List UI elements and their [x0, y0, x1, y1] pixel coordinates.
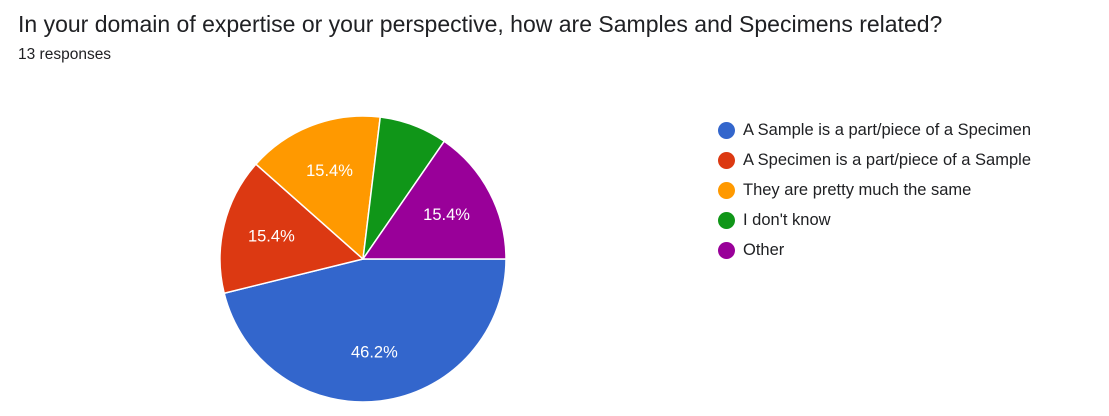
pie-slice-other[interactable] [362, 140, 507, 260]
legend-swatch-icon [718, 181, 735, 199]
data-label-other: 15.4% [423, 206, 470, 224]
legend-item-a-sample-is-a-part-piece-of-a-specimen[interactable]: A Sample is a part/piece of a Specimen [718, 115, 1031, 145]
chart-legend: A Sample is a part/piece of a Specimen A … [718, 115, 1031, 265]
legend-item-i-don-t-know[interactable]: I don't know [718, 205, 1031, 235]
pie-slice-they-are-pretty-much-the-same[interactable] [255, 115, 381, 260]
legend-label: They are pretty much the same [743, 180, 972, 199]
legend-item-other[interactable]: Other [718, 235, 1031, 265]
pie-slices [219, 115, 507, 403]
question-title: In your domain of expertise or your pers… [18, 11, 943, 37]
response-count: 13 responses [18, 46, 112, 63]
legend-label: I don't know [743, 210, 831, 229]
data-label-a-specimen-is-a-part-piece-of-a-sample: 15.4% [248, 227, 295, 245]
legend-label: A Sample is a part/piece of a Specimen [743, 120, 1031, 139]
data-label-they-are-pretty-much-the-same: 15.4% [306, 162, 353, 180]
data-label-a-sample-is-a-part-piece-of-a-specimen: 46.2% [351, 344, 398, 362]
pie-slice-a-specimen-is-a-part-piece-of-a-sample[interactable] [219, 163, 364, 294]
legend-item-they-are-pretty-much-the-same[interactable]: They are pretty much the same [718, 175, 1031, 205]
legend-swatch-icon [718, 241, 735, 259]
legend-label: A Specimen is a part/piece of a Sample [743, 150, 1031, 169]
legend-swatch-icon [718, 211, 735, 229]
pie-slice-a-sample-is-a-part-piece-of-a-specimen[interactable] [223, 258, 507, 403]
legend-swatch-icon [718, 121, 735, 139]
pie-data-labels: 46.2% 15.4% 15.4% 15.4% [248, 162, 470, 362]
legend-item-a-specimen-is-a-part-piece-of-a-sample[interactable]: A Specimen is a part/piece of a Sample [718, 145, 1031, 175]
legend-label: Other [743, 240, 785, 259]
legend-swatch-icon [718, 151, 735, 169]
